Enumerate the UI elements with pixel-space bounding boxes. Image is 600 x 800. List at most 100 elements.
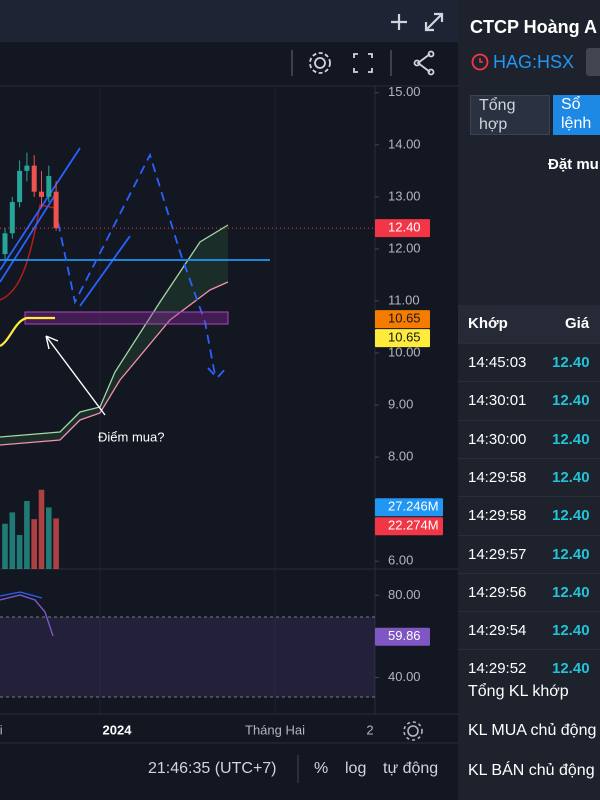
price-tag	[375, 498, 443, 517]
price-tag-label: 27.246M	[388, 499, 439, 514]
header-cell: Giá	[565, 315, 590, 332]
trade-time: 14:29:57	[468, 545, 527, 563]
volume-bar	[53, 518, 59, 569]
price-tag-label: 59.86	[388, 628, 421, 643]
price-tag	[375, 627, 430, 646]
candle-body	[39, 191, 44, 197]
trade-price: 12.40	[552, 392, 590, 410]
chart-bg	[0, 0, 458, 800]
candle-body	[9, 202, 15, 234]
side-panel: CTCP Hoàng A HAG:HSX Tổng hợp Sổ lệnh Đặ…	[458, 0, 600, 800]
trade-row: 14:29:56 12.40	[458, 572, 600, 612]
ticker[interactable]: HAG:HSX	[493, 52, 575, 72]
toolbar	[0, 42, 458, 86]
y-tick-label: 15.00	[388, 84, 421, 99]
clock-icon	[471, 53, 489, 71]
price-tag	[375, 517, 443, 536]
trade-row: 14:30:01 12.40	[458, 381, 600, 420]
y-tick-label: 14.00	[388, 136, 421, 151]
ma-line	[0, 316, 55, 347]
trade-price: 12.40	[552, 354, 590, 371]
cloud	[0, 225, 228, 445]
y-tick-label: 13.00	[388, 188, 421, 203]
expand-icon[interactable]	[424, 12, 444, 32]
candle-body	[46, 176, 52, 197]
trade-row: 14:29:54 12.40	[458, 611, 600, 650]
scale-option[interactable]: %	[314, 760, 328, 777]
zone-box	[24, 311, 229, 325]
volume-bar	[38, 489, 45, 569]
arrow	[45, 335, 106, 416]
scale-option[interactable]: log	[345, 760, 366, 777]
share-dot[interactable]	[427, 50, 435, 58]
order-title: Đặt mu	[548, 156, 599, 173]
forecast-line	[54, 152, 229, 380]
volume-bar	[31, 519, 37, 569]
trade-price: 12.40	[552, 430, 590, 448]
summary-label: KL MUA chủ động	[468, 722, 597, 739]
y-tick-label: 11.00	[388, 292, 420, 307]
x-axis-label: 2024	[103, 722, 133, 737]
y-tick-label: 80.00	[388, 587, 421, 602]
trade-time: 14:29:58	[468, 468, 527, 486]
price-tag-label: 22.274M	[388, 518, 439, 533]
x-axis-label: 2	[366, 722, 373, 737]
summary-label: KL BÁN chủ động	[468, 762, 595, 779]
trade-price: 12.40	[552, 468, 590, 486]
company-name: CTCP Hoàng A	[470, 17, 598, 37]
volume-bar	[46, 507, 52, 569]
volume-bar	[24, 501, 30, 569]
y-tick-label: 40.00	[388, 669, 421, 684]
rsi-level	[0, 616, 375, 698]
y-tick-label: 6.00	[388, 553, 413, 568]
x-axis-label: Tháng Hai	[245, 722, 305, 737]
tab[interactable]: Tổng hợp	[470, 95, 550, 135]
trade-time: 14:30:00	[468, 430, 527, 448]
fullscreen-icon[interactable]	[353, 53, 373, 73]
y-tick-label: 8.00	[388, 449, 413, 464]
y-tick-label: 10.00	[388, 344, 421, 359]
trade-row: 14:29:57 12.40	[458, 534, 600, 574]
trades-header: Khớp Giá	[458, 305, 600, 343]
cloud-line	[0, 281, 229, 446]
candle-body	[53, 191, 59, 229]
volume-bar	[9, 512, 16, 569]
volume-bar	[2, 523, 8, 569]
share-dot[interactable]	[413, 59, 421, 67]
rsi-ma	[0, 591, 43, 599]
cloud-line	[0, 224, 229, 438]
candle-body	[24, 165, 30, 171]
add-icon[interactable]	[391, 14, 407, 30]
candle-body	[17, 170, 23, 203]
candle-body	[31, 165, 37, 192]
tab[interactable]: Sổ lệnh	[553, 95, 600, 135]
trade-row: 14:29:58 12.40	[458, 457, 600, 497]
trade-time: 14:29:56	[468, 583, 527, 601]
trade-price: 12.40	[552, 583, 590, 601]
settings-icon-ring[interactable]	[309, 52, 331, 74]
summary: Tổng KL khớp KL MUA chủ động KL BÁN chủ …	[458, 673, 600, 800]
y-tick-label: 9.00	[388, 396, 413, 411]
trade-time: 14:29:58	[468, 507, 527, 525]
price-tag-label: 10.65	[388, 311, 421, 326]
edit-button[interactable]	[586, 48, 600, 76]
trade-time: 14:30:01	[468, 392, 527, 410]
share-icon[interactable]	[416, 53, 431, 73]
scale-option[interactable]: tự động	[383, 760, 438, 777]
trade-row: 14:45:03 12.40	[458, 343, 600, 382]
rsi-line	[0, 594, 54, 637]
axis-settings[interactable]	[407, 725, 419, 737]
price-tag	[375, 219, 430, 238]
trade-row: 14:29:58 12.40	[458, 496, 600, 535]
axis-settings-ring[interactable]	[403, 721, 423, 741]
price-tag	[375, 310, 430, 329]
share-dot[interactable]	[427, 68, 435, 76]
price-tag-label: 10.65	[388, 330, 421, 345]
trade-price: 12.40	[552, 545, 590, 563]
settings-icon[interactable]	[314, 57, 326, 69]
time-label: 21:46:35 (UTC+7)	[148, 760, 277, 777]
y-tick-label: 12.00	[388, 240, 421, 255]
candle-body	[2, 233, 8, 255]
trade-time: 14:29:54	[468, 622, 527, 640]
trend-line	[0, 147, 131, 307]
